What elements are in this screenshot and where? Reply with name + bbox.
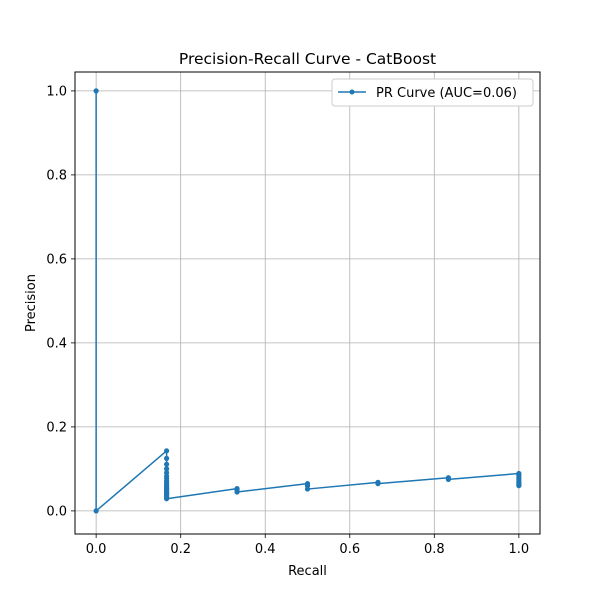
y-tick-label: 0.0 [46, 504, 67, 519]
x-tick-label: 1.0 [509, 542, 530, 557]
data-point [234, 489, 240, 495]
data-point [93, 508, 99, 514]
data-point [164, 466, 170, 472]
data-point [445, 476, 451, 482]
y-tick-label: 0.2 [46, 420, 67, 435]
data-point [516, 483, 522, 489]
axis-ticks: 0.0 0.2 0.4 0.6 0.8 1.0 0.0 0.2 0.4 0.6 0.8 1.0 [46, 84, 529, 557]
data-point [164, 461, 170, 467]
grid-lines [75, 72, 540, 534]
data-point [304, 486, 311, 492]
x-tick-label: 0.0 [86, 542, 107, 557]
legend-box [331, 78, 534, 107]
data-point [164, 448, 170, 454]
legend-marker-swatch [349, 89, 355, 95]
legend: PR Curve (AUC=0.06) [331, 78, 534, 107]
series-layer [93, 88, 522, 514]
y-tick-label: 0.4 [46, 336, 67, 351]
y-tick-label: 1.0 [46, 84, 67, 99]
data-point [164, 455, 170, 461]
y-tick-label: 0.8 [46, 168, 67, 183]
plot-area-frame [74, 71, 541, 535]
x-axis-label: Recall [288, 564, 327, 579]
x-tick-label: 0.8 [424, 542, 445, 557]
data-point [93, 88, 99, 94]
series-line [95, 90, 520, 512]
x-tick-label: 0.4 [255, 542, 276, 557]
legend-label: PR Curve (AUC=0.06) [376, 86, 517, 101]
y-axis-label: Precision [24, 274, 39, 332]
x-tick-label: 0.2 [170, 542, 191, 557]
data-point [164, 496, 170, 502]
data-point [375, 481, 381, 487]
x-tick-label: 0.6 [339, 542, 360, 557]
chart-title: Precision-Recall Curve - CatBoost [179, 50, 436, 68]
y-tick-label: 0.6 [46, 252, 67, 267]
